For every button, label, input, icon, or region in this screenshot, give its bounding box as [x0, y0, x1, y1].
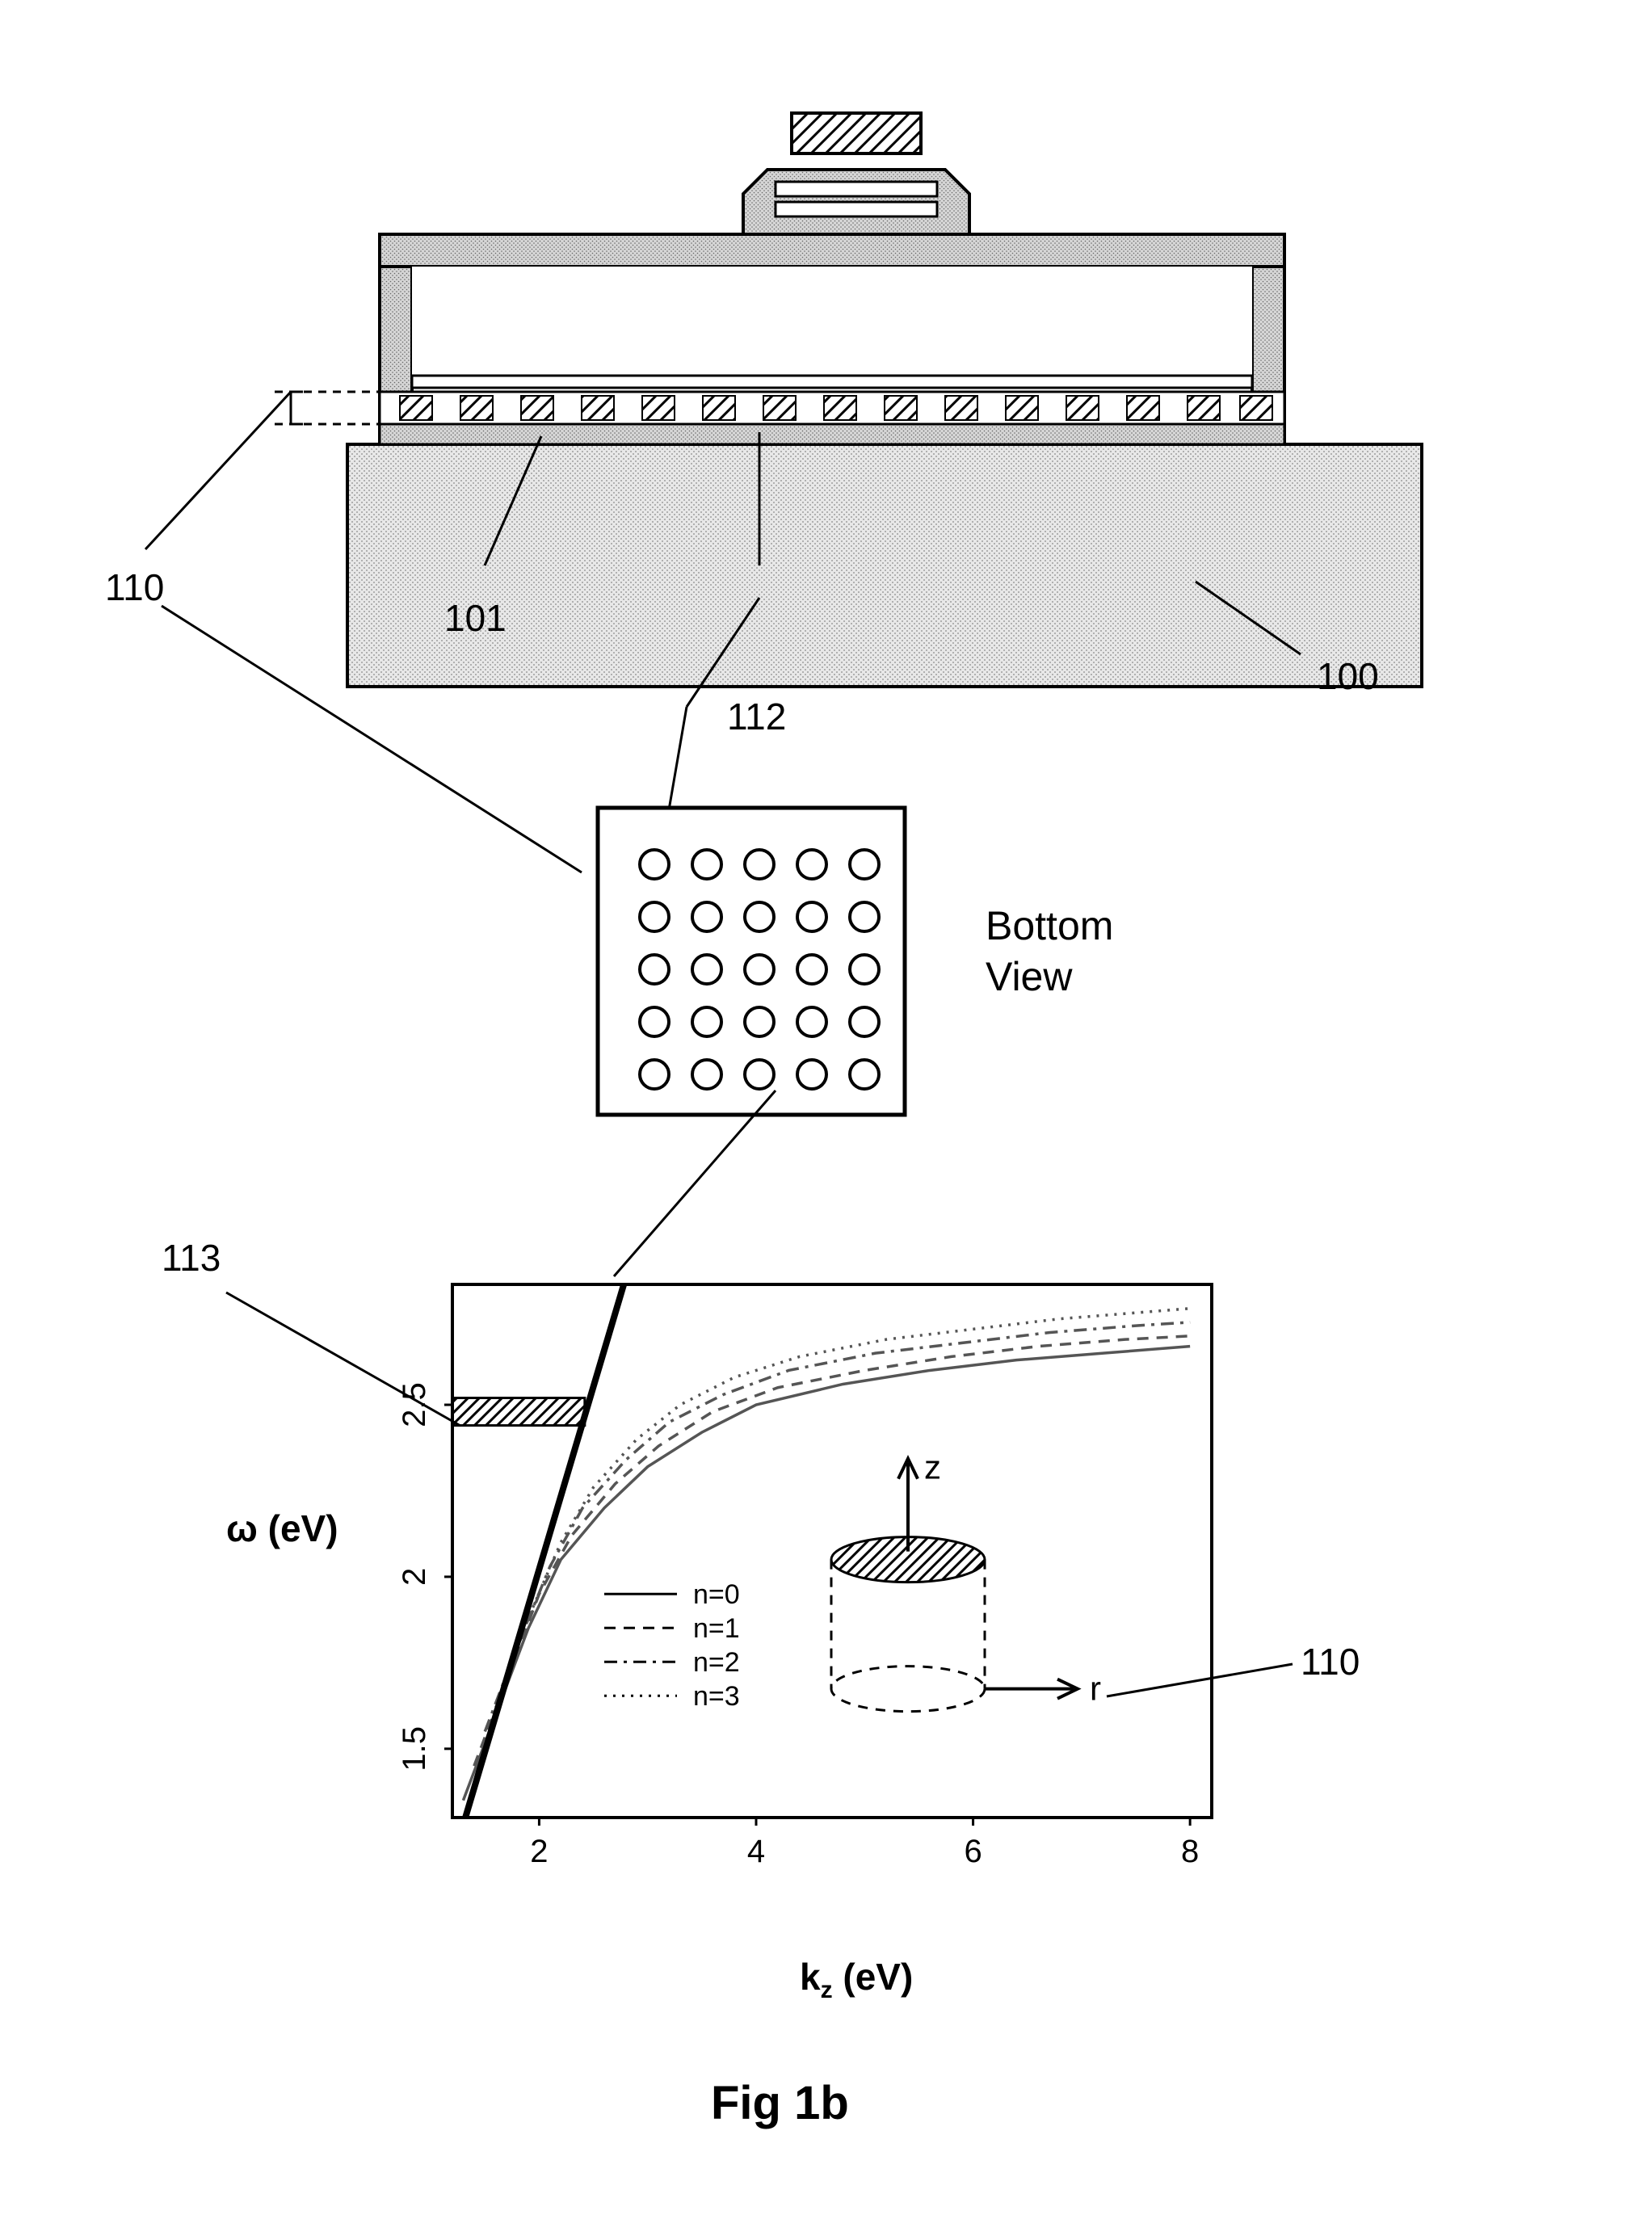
cavity: [412, 267, 1252, 376]
leader-113: [202, 1268, 525, 1511]
ref-label-100: 100: [1317, 654, 1379, 698]
svg-text:6: 6: [964, 1834, 982, 1869]
svg-text:8: 8: [1181, 1834, 1199, 1869]
svg-text:2: 2: [530, 1834, 548, 1869]
bottom-view-label: Bottom View: [986, 901, 1113, 1002]
svg-text:1.5: 1.5: [397, 1726, 432, 1772]
figure-caption: Fig 1b: [711, 2076, 849, 2130]
svg-text:n=2: n=2: [693, 1647, 740, 1678]
top-connector: [743, 113, 969, 234]
layer-101: [380, 424, 1284, 444]
svg-text:n=1: n=1: [693, 1613, 740, 1644]
svg-text:z: z: [924, 1448, 941, 1486]
perforated-layer-110: [380, 392, 1284, 424]
xlabel: kz (eV): [800, 1955, 913, 2004]
svg-text:n=0: n=0: [693, 1579, 740, 1610]
leader-110-inset: [1082, 1624, 1365, 1785]
figure-1b: 110 101 112 100 Bottom View: [0, 0, 1652, 2215]
ylabel: ω (eV): [226, 1507, 338, 1550]
upper-thin-layer: [412, 376, 1252, 388]
svg-text:4: 4: [747, 1834, 765, 1869]
svg-text:2: 2: [397, 1568, 432, 1586]
svg-text:n=3: n=3: [693, 1681, 740, 1712]
